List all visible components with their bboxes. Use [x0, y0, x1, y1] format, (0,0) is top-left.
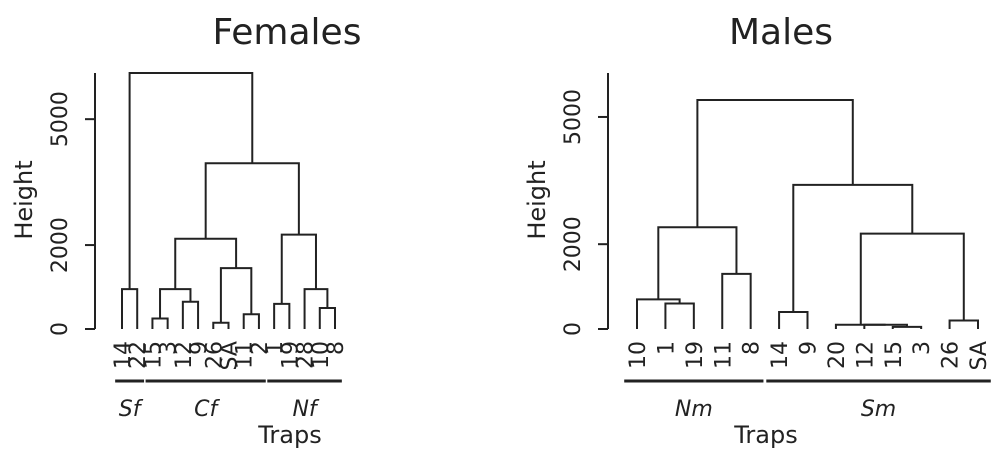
y-tick-label: 2000	[561, 216, 586, 272]
leaf-label: 20	[825, 341, 850, 369]
leaf-label: SA	[967, 341, 992, 370]
leaf-label: 1	[654, 341, 679, 355]
dendrogram-link	[212, 321, 230, 329]
dendrogram-link	[657, 226, 738, 300]
leaf-label: 9	[187, 341, 212, 355]
leaf-label: 11	[233, 341, 258, 369]
leaf-label: 10	[309, 341, 334, 369]
leaf-label: 10	[626, 341, 651, 369]
leaf-label: 26	[939, 341, 964, 369]
chart-title: Females	[213, 12, 362, 53]
dendrogram-link	[280, 233, 317, 304]
dendrogram-link	[664, 302, 695, 329]
leaf-label: 15	[882, 341, 907, 369]
chart-title: Males	[729, 12, 833, 53]
leaf-label: 3	[910, 341, 935, 355]
y-tick-label: 0	[561, 322, 586, 336]
leaf-label: 3	[157, 341, 182, 355]
leaf-label: 2	[248, 341, 273, 355]
dendrogram-link	[948, 319, 979, 329]
dendrogram-link	[128, 72, 254, 290]
leaf-label: 28	[294, 341, 319, 369]
group-label: Cf	[194, 397, 220, 422]
dendrogram-link	[181, 300, 200, 329]
females-dendrogram-panel: FemalesHeightTraps020005000142215312926S…	[10, 12, 361, 449]
dendrogram-link	[151, 317, 169, 329]
dendrogram-link	[303, 288, 329, 329]
leaf-label: 19	[278, 341, 303, 369]
y-tick-label: 0	[48, 322, 73, 336]
leaf-label: 9	[797, 341, 822, 355]
leaf-label: 26	[202, 341, 227, 369]
dendrogram-link	[859, 232, 965, 325]
leaf-label: 22	[126, 341, 151, 369]
males-dendrogram-panel: Males Height Traps 0 2000 5000 10 1 19 11 8 14 9 20 12…	[523, 12, 992, 449]
dendrogram-link	[721, 272, 752, 329]
x-axis-label: Traps	[257, 421, 321, 449]
leaf-label: 14	[111, 341, 136, 369]
dendrogram-link	[834, 323, 886, 329]
group-label: Sm	[861, 397, 896, 422]
group-label: Sf	[119, 397, 144, 422]
dendrogram-link	[242, 313, 260, 329]
leaf-label: 8	[740, 341, 765, 355]
leaf-label: 8	[324, 341, 349, 355]
dendrogram-link	[174, 237, 238, 290]
y-tick-label: 5000	[48, 91, 73, 147]
leaf-label: 12	[172, 341, 197, 369]
dendrogram-link	[792, 183, 914, 313]
y-tick-label: 2000	[48, 217, 73, 273]
dendrogram-link	[696, 99, 854, 228]
y-tick-label: 5000	[561, 89, 586, 145]
dendrogram-link	[273, 302, 291, 329]
leaf-label: 1	[263, 341, 288, 355]
dendrogram-link	[318, 307, 336, 329]
dendrogram-link	[636, 298, 681, 329]
dendrogram-link	[219, 267, 253, 323]
leaf-label: 12	[853, 341, 878, 369]
group-label: Nf	[292, 397, 319, 422]
dendrogram-link	[778, 311, 809, 329]
leaf-label: SA	[218, 341, 243, 370]
dendrogram-link	[204, 162, 300, 239]
dendrogram-link	[891, 325, 923, 329]
x-axis-label: Traps	[733, 421, 797, 449]
leaf-label: 15	[141, 341, 166, 369]
leaf-label: 11	[711, 341, 736, 369]
y-axis-label: Height	[10, 160, 38, 239]
dendrogram-link	[159, 288, 192, 319]
leaf-label: 14	[768, 341, 793, 369]
leaf-label: 19	[683, 341, 708, 369]
dendrogram-link	[121, 288, 139, 329]
y-axis-label: Height	[523, 160, 551, 239]
group-label: Nm	[675, 397, 713, 422]
